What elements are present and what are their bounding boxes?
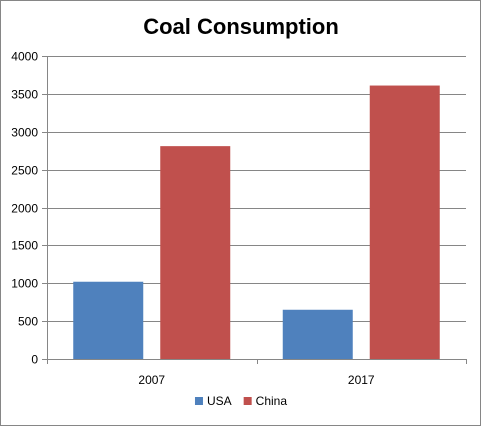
y-axis-tick-label: 500: [18, 315, 38, 329]
y-axis-tick-label: 3500: [11, 88, 38, 102]
legend: USA China: [194, 394, 288, 408]
y-axis-tick-label: 2000: [11, 202, 38, 216]
legend-item-usa: USA: [194, 394, 232, 408]
legend-swatch-usa: [194, 397, 203, 405]
y-axis-tick-label: 2500: [11, 164, 38, 178]
chart-title: Coal Consumption: [143, 14, 339, 39]
bar-usa-2017: [282, 309, 353, 359]
y-axis-tick-labels: 0 500 1000 1500 2000 2500 3000 3500 4000: [11, 50, 38, 367]
y-axis-tick-label: 4000: [11, 50, 38, 64]
y-axis-tick-label: 1000: [11, 277, 38, 291]
bar-china-2017: [369, 85, 440, 359]
legend-label-usa: USA: [207, 394, 232, 408]
axes: [42, 56, 467, 364]
x-axis-tick-label: 2017: [348, 373, 375, 387]
bar-china-2007: [160, 146, 231, 359]
x-axis-tick-label: 2007: [138, 373, 165, 387]
y-axis-tick-label: 3000: [11, 126, 38, 140]
bars: [73, 85, 440, 359]
legend-item-china: China: [243, 394, 288, 408]
bar-usa-2007: [73, 281, 144, 359]
x-axis-tick-labels: 2007 2017: [138, 373, 375, 387]
y-axis-tick-label: 0: [31, 353, 38, 367]
legend-swatch-china: [243, 397, 252, 405]
legend-label-china: China: [256, 394, 288, 408]
y-axis-tick-label: 1500: [11, 239, 38, 253]
